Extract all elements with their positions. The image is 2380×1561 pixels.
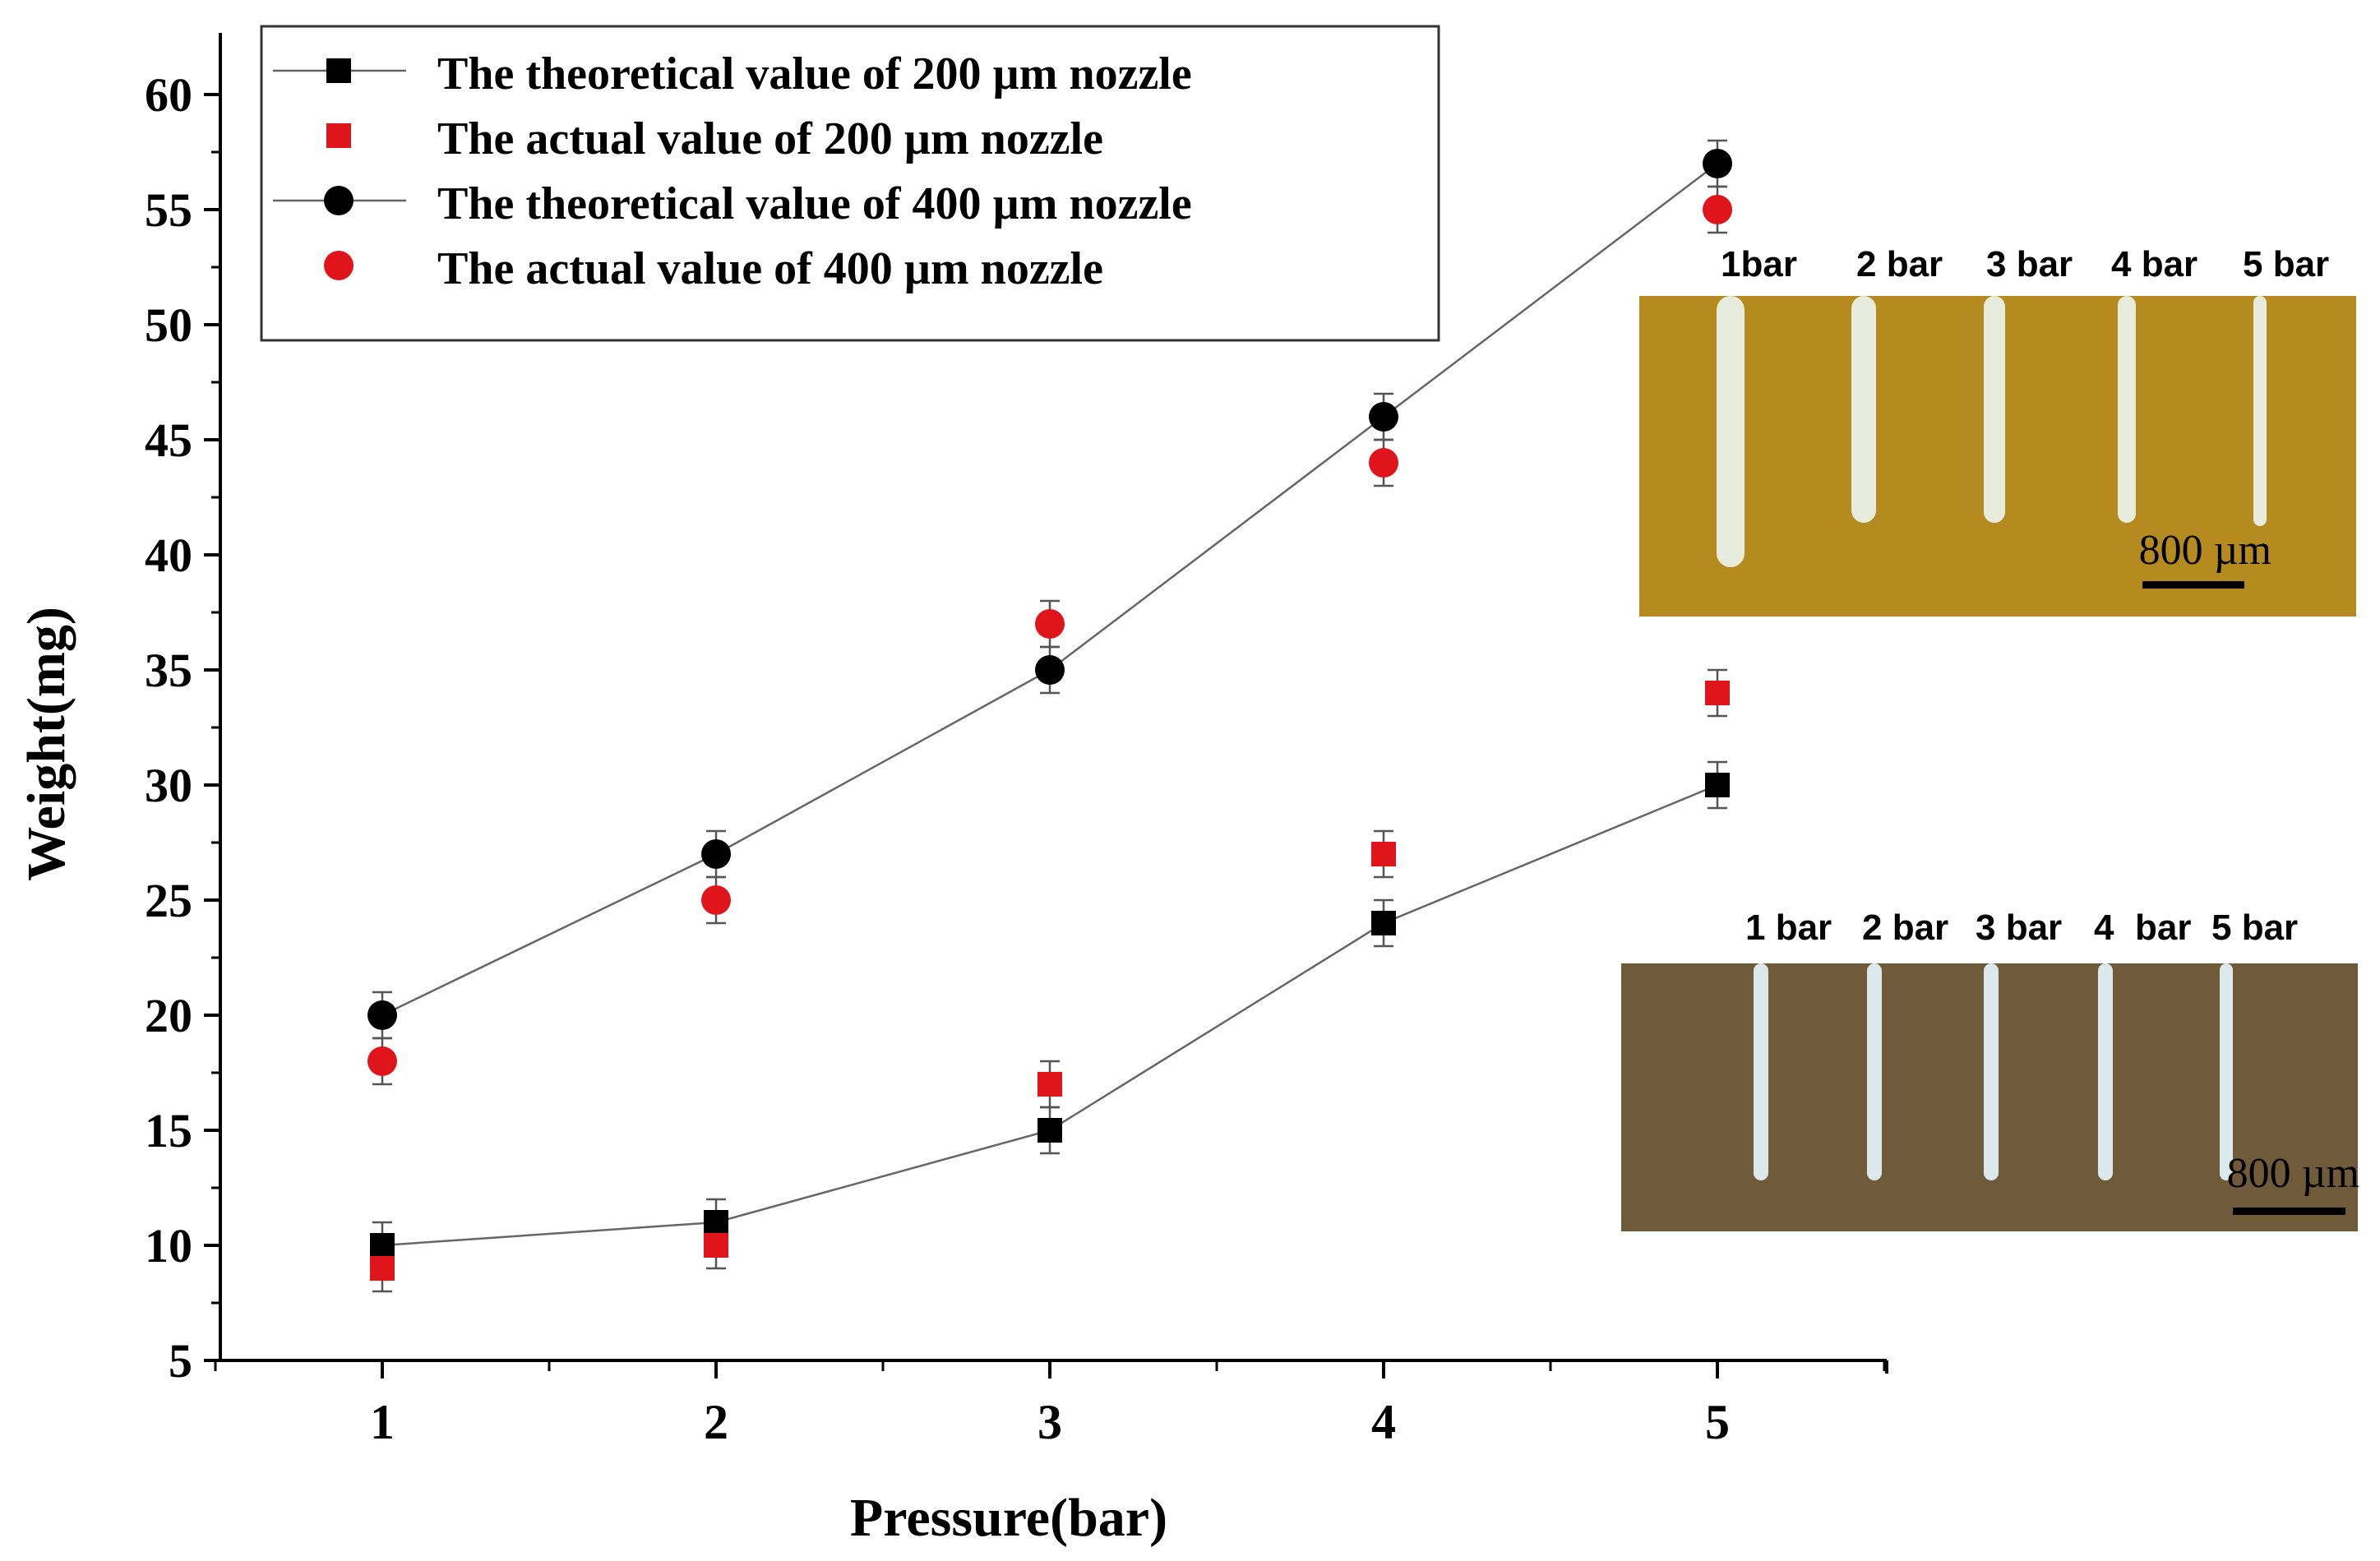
legend-marker (324, 251, 354, 280)
legend-label: The theoretical value of 400 µm nozzle (437, 178, 1192, 229)
inset-photo-400um-scale-label: 800 µm (2139, 527, 2271, 574)
inset-pressure-label: 5 bar (2211, 908, 2298, 948)
data-point-series-0 (370, 1233, 395, 1258)
y-tick-label: 40 (145, 529, 192, 582)
printed-line (2098, 963, 2113, 1180)
data-point-series-0 (704, 1210, 728, 1235)
data-point-series-3 (1369, 448, 1398, 478)
legend-marker (324, 186, 354, 215)
printed-line (1754, 963, 1768, 1180)
y-axis-title: Weight(mg) (16, 607, 76, 881)
inset-pressure-label: 3 bar (1976, 908, 2062, 948)
y-tick-label: 35 (145, 644, 192, 697)
inset-photo-200um-scale-label: 800 µm (2227, 1150, 2359, 1197)
y-tick-label: 55 (145, 183, 192, 237)
data-point-series-0 (1371, 911, 1396, 935)
data-point-series-0 (1705, 773, 1730, 797)
data-point-series-2 (1035, 655, 1065, 685)
inset-pressure-label: 4 (2094, 908, 2114, 948)
printed-line (1867, 963, 1882, 1180)
inset-photo-200um: 1 bar 2 bar 3 bar 4 bar 5 bar 800 µm (1621, 908, 2359, 1231)
printed-line (1984, 963, 1999, 1180)
x-tick-label: 2 (704, 1395, 728, 1449)
inset-photo-400um-scale-bar (2142, 581, 2244, 589)
data-point-series-3 (367, 1046, 397, 1076)
printed-line (1984, 296, 2005, 523)
y-tick-label: 5 (169, 1334, 192, 1388)
inset-pressure-label: 2 bar (1862, 908, 1948, 948)
data-point-series-1 (1371, 842, 1396, 866)
data-point-series-0 (1037, 1118, 1062, 1143)
printed-line (2220, 963, 2233, 1180)
printed-line (1717, 296, 1745, 567)
y-tick-label: 20 (145, 989, 192, 1042)
inset-pressure-label: 5 bar (2243, 244, 2329, 284)
inset-pressure-label: 4 bar (2111, 244, 2197, 284)
inset-pressure-label: 1 bar (1745, 908, 1832, 948)
y-tick-label: 15 (145, 1104, 192, 1157)
legend-label: The actual value of 400 µm nozzle (437, 243, 1103, 294)
x-axis-title: Pressure(bar) (850, 1488, 1167, 1548)
y-tick-label: 10 (145, 1219, 192, 1272)
inset-pressure-label: bar (2135, 908, 2191, 948)
y-tick-label: 50 (145, 298, 192, 352)
data-point-series-1 (704, 1233, 728, 1258)
legend-label: The actual value of 200 µm nozzle (437, 113, 1103, 164)
legend-marker (326, 58, 351, 83)
data-point-series-1 (370, 1256, 395, 1281)
inset-pressure-label: 3 bar (1986, 244, 2073, 284)
inset-pressure-label: 2 bar (1856, 244, 1943, 284)
printed-line (1851, 296, 1876, 523)
x-tick-label: 3 (1037, 1395, 1062, 1449)
printed-line (2118, 296, 2136, 523)
data-markers (367, 149, 1732, 1281)
inset-photo-200um-scale-bar (2233, 1208, 2345, 1215)
legend-marker (326, 123, 351, 148)
data-point-series-3 (701, 885, 731, 915)
legend-label: The theoretical value of 200 µm nozzle (437, 48, 1192, 99)
data-point-series-1 (1705, 681, 1730, 705)
data-point-series-2 (367, 1000, 397, 1030)
inset-photo-400um: 1bar 2 bar 3 bar 4 bar 5 bar 800 µm (1639, 244, 2356, 617)
data-point-series-2 (1703, 149, 1732, 178)
x-tick-label: 1 (370, 1395, 395, 1449)
y-tick-label: 25 (145, 874, 192, 927)
x-tick-label: 4 (1371, 1395, 1396, 1449)
y-tick-label: 30 (145, 759, 192, 812)
data-point-series-2 (1369, 402, 1398, 432)
data-point-series-3 (1703, 195, 1732, 224)
inset-pressure-label: 1bar (1721, 244, 1797, 284)
y-tick-label: 45 (145, 413, 192, 467)
printed-line (2253, 296, 2267, 526)
y-tick-label: 60 (145, 68, 192, 122)
data-point-series-3 (1035, 609, 1065, 639)
legend-box (260, 25, 1440, 342)
data-point-series-1 (1037, 1072, 1062, 1097)
x-tick-label: 5 (1705, 1395, 1730, 1449)
data-point-series-2 (701, 839, 731, 869)
legend: The theoretical value of 200 µm nozzle Th… (260, 25, 1440, 342)
